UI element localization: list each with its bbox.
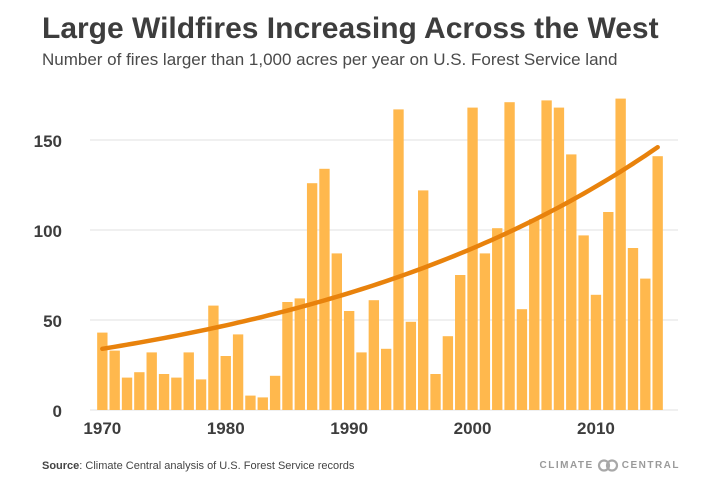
bar-1986: [294, 298, 305, 410]
bar-1993: [380, 348, 392, 410]
source-label: Source: [42, 460, 80, 472]
bar-2001: [479, 253, 491, 410]
x-axis: 1970 1980 1990 2000 2010: [83, 419, 614, 438]
bar-1991: [356, 352, 367, 410]
bar-1995: [405, 321, 417, 410]
bar-2006: [541, 100, 552, 411]
bar-1977: [183, 352, 194, 410]
chart-subtitle: Number of fires larger than 1,000 acres …: [42, 50, 618, 69]
bar-1983: [257, 397, 268, 410]
bar-1975: [158, 374, 170, 410]
bar-2004: [516, 309, 528, 410]
logo-word-central: CENTRAL: [621, 460, 680, 471]
x-tick-label-2000: 2000: [454, 419, 492, 438]
bar-1987: [306, 183, 318, 410]
bar-2013: [627, 248, 639, 410]
bar-1985: [282, 302, 293, 410]
y-tick-label-150: 150: [34, 132, 62, 151]
y-tick-label-0: 0: [53, 402, 62, 421]
bar-2011: [603, 212, 614, 410]
bar-1999: [455, 275, 466, 410]
y-tick-label-50: 50: [43, 312, 62, 331]
bar-1989: [331, 253, 342, 410]
bar-2015: [652, 156, 663, 410]
y-tick-label-100: 100: [34, 222, 62, 241]
bar-2003: [504, 102, 515, 410]
bar-1980: [220, 356, 231, 410]
bar-1973: [134, 372, 145, 410]
bar-1978: [195, 379, 207, 410]
source-text: : Climate Central analysis of U.S. Fores…: [79, 460, 355, 472]
bar-1988: [319, 168, 330, 410]
bar-2010: [590, 294, 602, 410]
x-tick-label-1980: 1980: [207, 419, 245, 438]
trend-line-group: [100, 144, 660, 352]
y-axis: 0 50 100 150: [34, 132, 62, 421]
x-tick-label-1970: 1970: [83, 419, 121, 438]
bar-2009: [578, 235, 589, 410]
bar-1990: [343, 311, 355, 410]
bar-1971: [109, 350, 120, 410]
bar-2005: [529, 219, 540, 410]
bar-2012: [615, 98, 626, 410]
bar-1982: [245, 395, 256, 410]
bar-2000: [467, 107, 478, 410]
logo-rings-icon: [597, 459, 618, 472]
bar-1996: [418, 190, 429, 410]
bars: [97, 98, 663, 411]
bar-1972: [121, 377, 133, 410]
bar-1997: [430, 374, 441, 410]
bar-1974: [146, 352, 157, 410]
bar-1981: [232, 334, 244, 410]
bar-2007: [553, 107, 565, 410]
climate-central-logo: CLIMATE CENTRAL: [540, 459, 680, 472]
bar-1994: [393, 109, 404, 411]
logo-word-climate: CLIMATE: [539, 460, 594, 471]
bar-1979: [208, 305, 219, 410]
bar-1992: [368, 300, 380, 410]
source-note: Source: Climate Central analysis of U.S.…: [42, 460, 354, 472]
bar-2002: [492, 228, 503, 410]
bar-2008: [566, 154, 577, 410]
bar-1984: [269, 375, 281, 410]
bar-1970: [97, 332, 108, 410]
bar-1998: [442, 336, 454, 410]
bar-1976: [171, 377, 182, 410]
bar-2014: [640, 278, 651, 410]
chart-title: Large Wildfires Increasing Across the We…: [42, 12, 659, 45]
x-tick-label-1990: 1990: [330, 419, 368, 438]
x-tick-label-2010: 2010: [577, 419, 615, 438]
trend-line: [100, 144, 660, 352]
